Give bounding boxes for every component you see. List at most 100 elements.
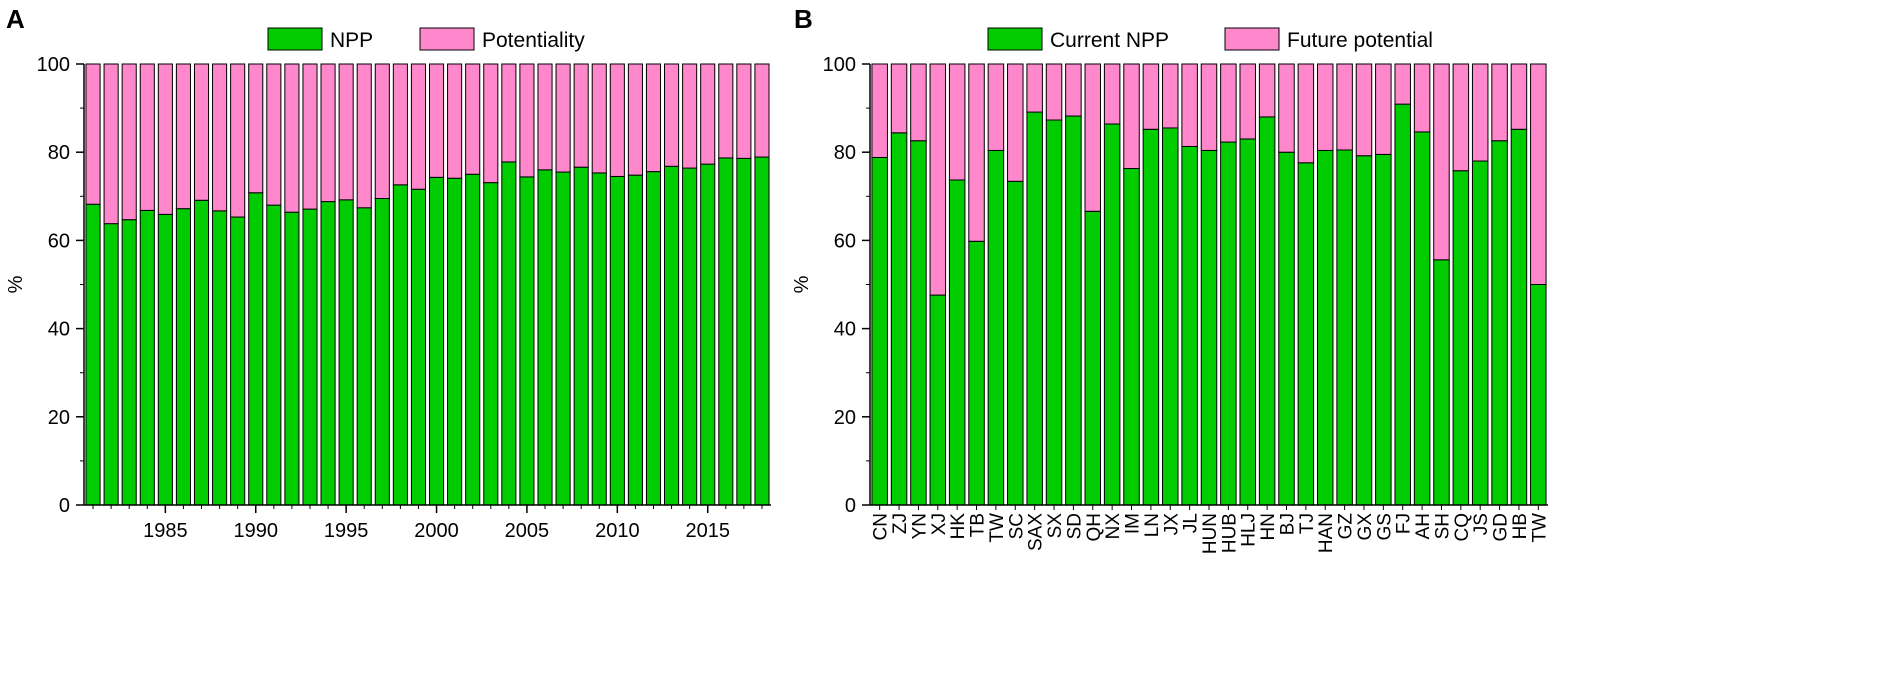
chart-a-bar-upper [736,63,752,159]
chart-a-bar-lower [175,208,191,506]
chart-b-bar-upper [987,63,1005,151]
chart-b-y-tick-label: 20 [834,407,856,429]
chart-b-y-tick-label: 100 [823,54,856,76]
chart-a-bar-upper [428,63,445,178]
chart-a-bar-lower [447,177,463,506]
chart-a-bar-upper [392,63,408,186]
chart-b-bar-upper [1413,63,1431,133]
chart-b-x-tick-label: JS [1471,513,1492,535]
chart-a-bar-upper [157,63,173,215]
chart-b-bar-upper [929,63,947,296]
chart-a-bar-lower [465,173,481,506]
chart-b-bar-lower [1433,259,1450,506]
chart-a-bar-upper [465,63,481,175]
chart-a-bar-lower [501,161,517,506]
chart-b-bar-upper [1123,63,1140,170]
chart-b-x-tick-label: GS [1374,513,1395,540]
chart-b-bar-upper [1181,63,1198,147]
chart-b-legend-swatch [1224,27,1280,51]
chart-b-x-tick-label: TW [1529,513,1550,543]
chart-b-legend-swatch [987,27,1043,51]
chart-a-bar-upper [718,63,734,159]
chart-b-x-tick-label: SH [1432,513,1453,539]
chart-b-bar-upper [1530,63,1547,285]
chart-b-bar-lower [890,132,908,506]
chart-b-bar-lower [1316,149,1334,506]
chart-b-bar-upper [1375,63,1392,155]
chart-a-bar-lower [374,198,390,506]
chart-a-bar-lower [121,219,137,506]
chart-b-bar-lower [1297,162,1315,506]
chart-b-x-tick-label: ZJ [890,513,911,534]
chart-b-bar-upper [1007,63,1024,182]
chart-b-bar-lower [929,294,947,506]
chart-b-x-tick-label: JX [1161,513,1182,536]
chart-a-bar-lower [645,171,662,506]
chart-a-y-tick-label: 20 [48,407,70,429]
chart-a-bar-upper [664,63,680,167]
chart-a-bar-lower [591,172,607,506]
chart-b-bar-lower [1258,116,1276,506]
chart-b-x-tick-label: HN [1258,513,1279,540]
chart-a-y-tick-label: 40 [48,319,70,341]
chart-a-bar-lower [248,192,264,506]
chart-a-bar-lower [85,203,101,506]
chart-b-bar-upper [1162,63,1179,129]
chart-b-y-label: % [791,275,813,293]
chart-b-bar-upper [1084,63,1102,212]
chart-a-bar-lower [302,208,318,506]
chart-a-bar-lower [320,201,336,506]
chart-a-bar-upper [519,63,535,178]
chart-a-bar-lower [609,175,625,506]
chart-b-x-tick-label: CN [871,513,892,540]
chart-a-bar-upper [483,63,499,184]
chart-a-bar-upper [700,63,716,165]
chart-b-y-tick-label: 40 [834,319,856,341]
chart-b-bar-upper [1278,63,1295,153]
chart-b-bar-lower [1355,155,1373,506]
chart-b-bar-upper [871,63,888,158]
chart-b-x-tick-label: CQ [1452,513,1473,542]
chart-a-bar-upper [356,63,372,209]
chart-a-bar-lower [537,169,553,506]
chart-b-x-tick-label: GZ [1336,513,1357,540]
chart-a-bar-lower [682,167,698,506]
chart-b-x-tick-label: HUB [1219,513,1240,553]
chart-a-bar-lower [664,165,680,506]
chart-b-bar-lower [1413,131,1431,506]
chart-a-bar-upper [266,63,282,206]
chart-b-bar-lower [1045,119,1063,506]
chart-b-x-tick-label: HLJ [1239,513,1260,547]
chart-a-bar-upper [573,63,589,168]
chart-b-bar-upper [910,63,927,142]
chart-a-bar-upper [302,63,318,210]
chart-a-bar-upper [175,63,191,210]
chart-a-bar-lower [519,176,535,506]
chart-a-legend-label: NPP [330,29,373,52]
chart-a-y-tick-label: 0 [59,495,70,517]
chart-a-bar-lower [139,209,155,506]
chart-a-bar-upper [645,63,662,173]
chart-a-legend-swatch [267,27,323,51]
chart-b-x-tick-label: SX [1045,513,1066,539]
chart-b-bar-lower [1162,127,1179,506]
chart-b-x-tick-label: TB [968,513,989,537]
chart-b-x-tick-label: BJ [1277,513,1298,535]
chart-b-bar-lower [1103,123,1121,506]
chart-b-x-tick-label: JL [1181,513,1202,533]
chart-a-bar-lower [212,210,228,506]
chart-b-y-tick-label: 80 [834,142,856,164]
chart-a-bar-lower [338,199,354,506]
chart-a-bar-lower [157,213,173,506]
chart-b-x-tick-label: HK [948,513,969,540]
chart-b-bar-lower [1530,284,1547,506]
chart-a-bar-upper [537,63,553,171]
chart-b-bar-lower [1278,151,1295,506]
chart-b-x-tick-label: HB [1510,513,1531,539]
chart-a-bar-lower [193,199,210,506]
chart-a-bar-lower [392,184,408,506]
chart-b-bar-upper [1336,63,1353,151]
chart-b-bar-upper [890,63,908,134]
chart-a-legend-swatch [419,27,475,51]
chart-b-bar-lower [871,156,888,506]
